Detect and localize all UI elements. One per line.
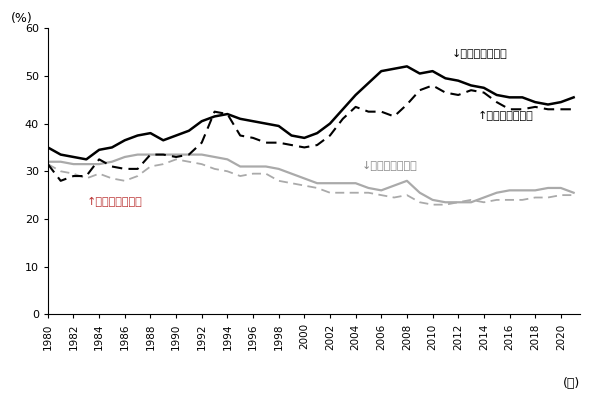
- Text: (%): (%): [11, 12, 32, 25]
- Text: ↓貯蓄率（中国）: ↓貯蓄率（中国）: [452, 49, 508, 59]
- Text: ↑投資率（中国）: ↑投資率（中国）: [477, 111, 533, 121]
- Text: ↓貯蓄率（日本）: ↓貯蓄率（日本）: [362, 161, 418, 171]
- Text: (年): (年): [563, 377, 580, 390]
- Text: ↑投資率（日本）: ↑投資率（日本）: [86, 197, 142, 207]
